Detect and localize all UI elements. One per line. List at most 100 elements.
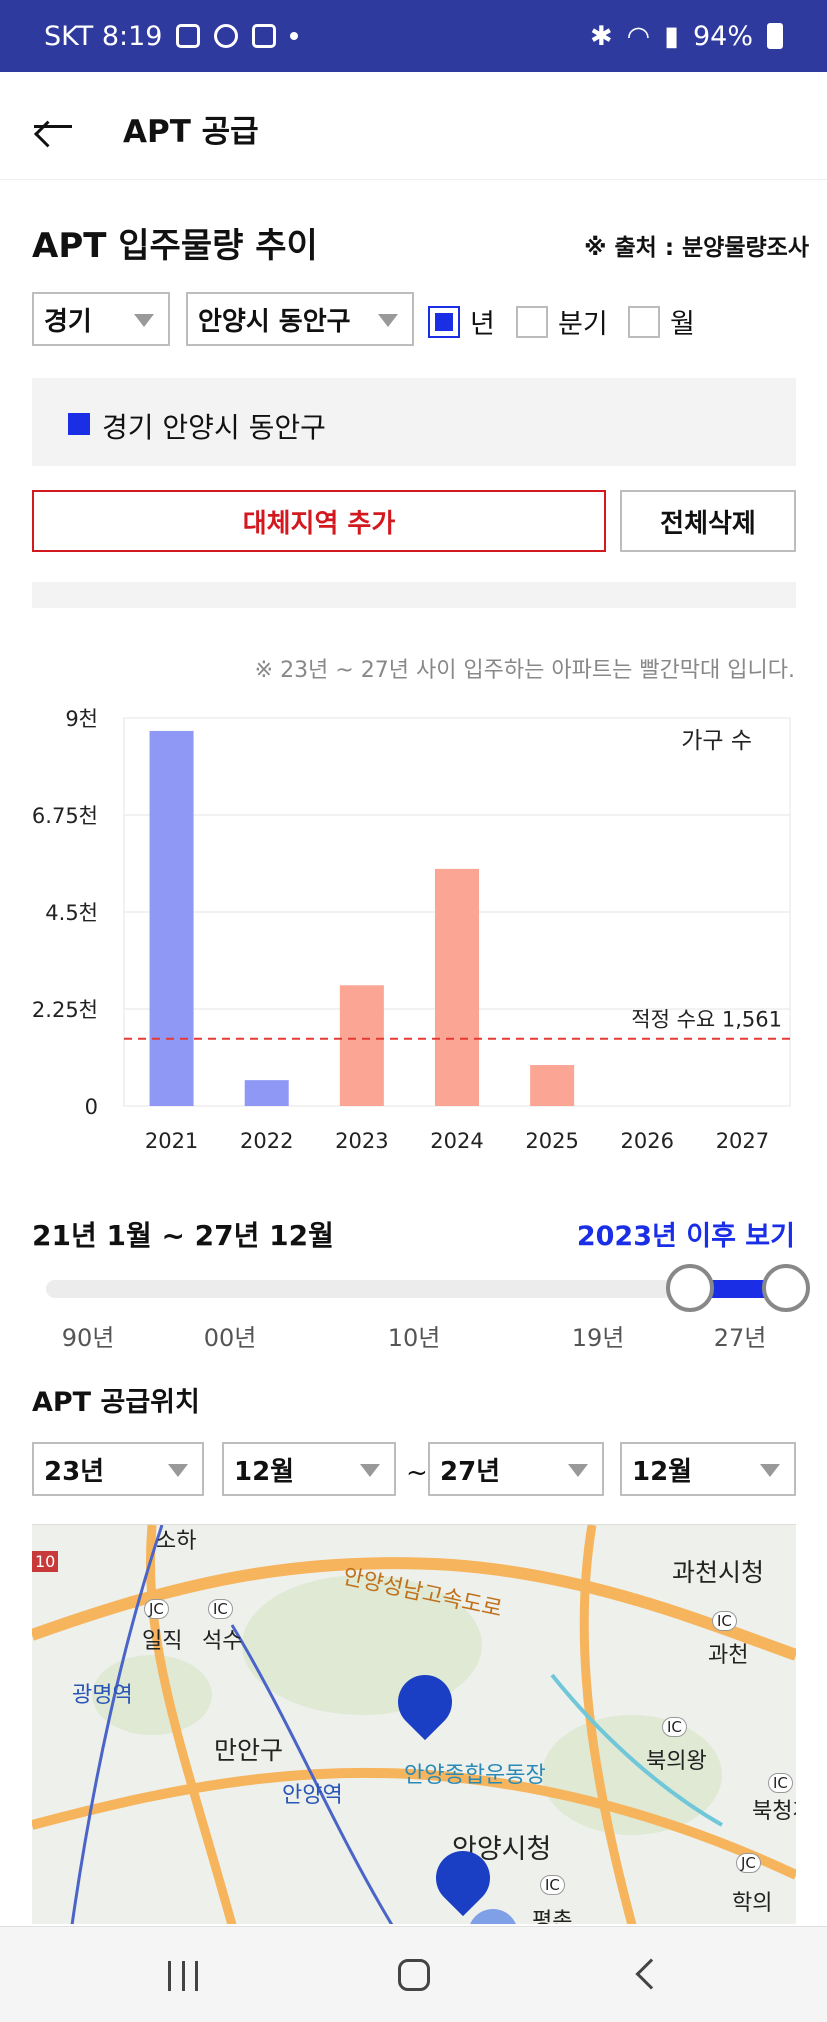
back-arrow-icon[interactable]: [30, 112, 74, 142]
dropdown-arrow-icon: [360, 1464, 380, 1477]
map-label: 안양역: [282, 1783, 343, 1808]
chart-notice: ※ 23년 ~ 27년 사이 입주하는 아파트는 빨간막대 입니다.: [254, 658, 795, 683]
to-year-select[interactable]: 27년: [428, 1442, 604, 1496]
range-title: 21년 1월 ~ 27년 12월: [32, 1219, 334, 1252]
from-year-value: 23년: [44, 1456, 105, 1487]
x-tick-label: 2026: [621, 1129, 674, 1153]
map-label: 학의: [732, 1891, 773, 1916]
slider-label: 19년: [571, 1324, 625, 1352]
slider-label: 27년: [713, 1324, 767, 1352]
after-2023-link[interactable]: 2023년 이후 보기: [576, 1221, 795, 1252]
bar: [149, 730, 194, 1106]
dropdown-arrow-icon: [760, 1464, 780, 1477]
period-year-checkbox[interactable]: 년: [428, 302, 495, 341]
gallery-icon: [176, 24, 201, 48]
from-year-select[interactable]: 23년: [32, 1442, 204, 1496]
x-tick-label: 2025: [525, 1129, 578, 1153]
map-label: 석수: [202, 1629, 243, 1654]
map-badge: IC: [768, 1773, 793, 1793]
status-bar: SKT 8:19 ✱ ◠ ▮ 94%: [0, 0, 827, 72]
to-month-value: 12월: [632, 1456, 693, 1487]
map-label: 광명역: [72, 1683, 133, 1708]
y-tick-label: 4.5천: [45, 901, 98, 925]
period-month-checkbox[interactable]: 월: [628, 302, 695, 341]
checkbox-checked-icon: [428, 305, 460, 338]
slider-label: 10년: [387, 1324, 441, 1352]
divider-strip: [32, 582, 796, 608]
system-nav-bar: [0, 1926, 827, 2022]
slider-track[interactable]: [46, 1280, 786, 1298]
bluetooth-icon: ✱: [589, 20, 613, 52]
dropdown-arrow-icon: [134, 314, 154, 327]
dropdown-arrow-icon: [168, 1464, 188, 1477]
province-select[interactable]: 경기: [32, 292, 170, 346]
slider-label: 90년: [61, 1324, 115, 1352]
wifi-icon: ◠: [626, 20, 651, 52]
district-select[interactable]: 안양시 동안구: [186, 292, 414, 346]
x-tick-label: 2027: [716, 1129, 769, 1153]
back-nav-icon[interactable]: [635, 1958, 667, 1990]
range-separator: ~: [406, 1458, 428, 1488]
map-badge: IC: [208, 1599, 233, 1619]
x-tick-label: 2023: [335, 1129, 388, 1153]
x-tick-label: 2022: [240, 1129, 293, 1153]
supply-bar-chart: 0 2.25천 4.5천 6.75천 9천 2021 2022 2023 2024 2025 202…: [32, 707, 791, 1153]
delete-all-button[interactable]: 전체삭제: [620, 490, 796, 552]
recent-apps-icon[interactable]: [168, 1961, 198, 1991]
district-value: 안양시 동안구: [198, 306, 351, 337]
more-dot-icon: [290, 32, 299, 40]
source-note: ※ 출처 : 분양물량조사: [584, 235, 809, 261]
checkbox-icon: [628, 305, 660, 338]
bar: [339, 985, 384, 1106]
map-badge: JC: [736, 1853, 761, 1873]
apt-marker-icon[interactable]: [468, 1909, 518, 1924]
from-month-value: 12월: [234, 1456, 295, 1487]
y-tick-label: 6.75천: [32, 804, 98, 828]
period-quarter-checkbox[interactable]: 분기: [516, 302, 608, 341]
map-label: 북청계: [752, 1799, 796, 1824]
from-month-select[interactable]: 12월: [222, 1442, 396, 1496]
x-tick-label: 2024: [430, 1129, 483, 1153]
location-title: APT 공급위치: [32, 1387, 200, 1418]
signal-icon: ▮: [664, 20, 679, 52]
home-icon[interactable]: [398, 1959, 430, 1991]
supply-map[interactable]: 소하 일직 석수 광명역 만안구 안양역 안양종합운동장 안양시청 안양성남고속…: [32, 1524, 796, 1924]
province-value: 경기: [44, 306, 92, 337]
map-label: 과천시청: [672, 1558, 765, 1587]
map-badge: IC: [712, 1611, 737, 1631]
x-tick-label: 2021: [145, 1129, 198, 1153]
dropdown-arrow-icon: [568, 1464, 588, 1477]
map-badge: IC: [540, 1875, 565, 1895]
region-label: 경기 안양시 동안구: [102, 411, 326, 444]
to-year-value: 27년: [440, 1456, 501, 1487]
map-label: 안양종합운동장: [404, 1763, 546, 1788]
region-color-swatch: [68, 413, 90, 435]
y-tick-label: 9천: [65, 707, 98, 731]
map-label: 평촌: [532, 1909, 573, 1924]
period-year-label: 년: [470, 309, 495, 340]
map-label: 일직: [142, 1629, 183, 1654]
app-header: APT 공급: [0, 72, 827, 180]
bar: [435, 868, 479, 1106]
reference-line-label: 적정 수요 1,561: [631, 1008, 782, 1032]
slider-selected-range: [689, 1280, 786, 1298]
battery-level: 94%: [692, 20, 753, 52]
map-label: 북의왕: [646, 1749, 707, 1774]
period-quarter-label: 분기: [558, 309, 608, 340]
selected-region-box: 경기 안양시 동안구: [32, 378, 796, 466]
highway-badge: 10: [32, 1551, 59, 1572]
slider-label: 00년: [203, 1324, 257, 1352]
to-month-select[interactable]: 12월: [620, 1442, 796, 1496]
add-region-button[interactable]: 대체지역 추가: [32, 490, 606, 552]
map-badge: JC: [144, 1599, 169, 1619]
y-tick-label: 2.25천: [32, 998, 98, 1022]
checkbox-icon: [516, 305, 548, 338]
slider-start-handle[interactable]: [665, 1264, 714, 1312]
slider-end-handle[interactable]: [762, 1264, 810, 1312]
section-title: APT 입주물량 추이: [32, 226, 318, 266]
bar: [244, 1080, 289, 1106]
map-label: 소하: [156, 1529, 197, 1554]
page-title: APT 공급: [123, 114, 259, 150]
status-time: SKT 8:19: [44, 20, 163, 52]
map-label: 과천: [708, 1643, 749, 1668]
